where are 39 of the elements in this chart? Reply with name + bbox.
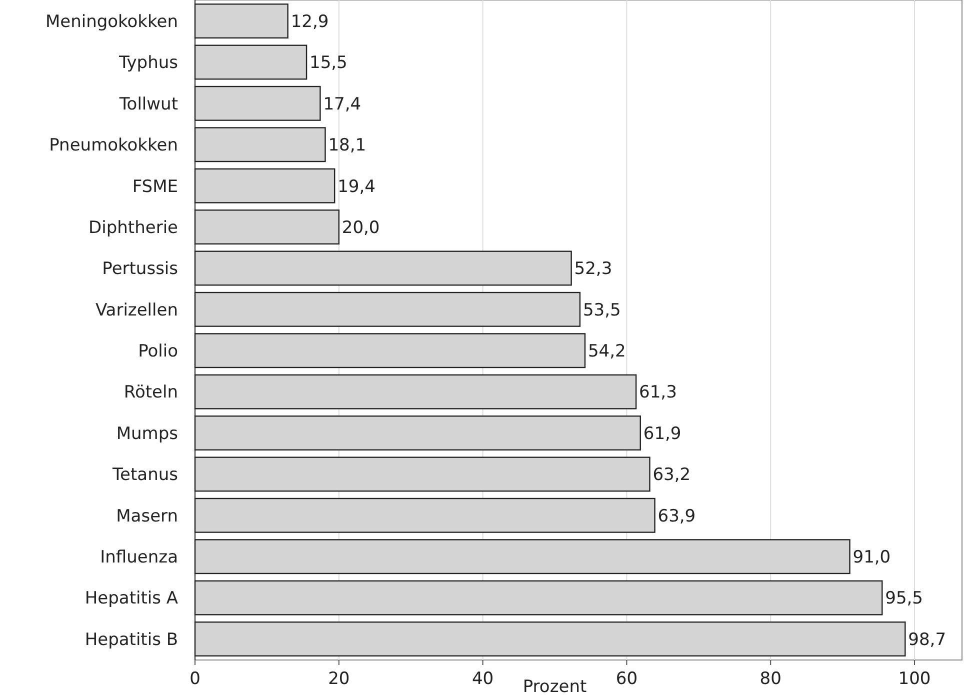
data-label: 17,4 xyxy=(323,94,362,114)
y-tick-label: Röteln xyxy=(124,382,178,403)
data-label: 18,1 xyxy=(328,136,366,156)
data-label: 61,9 xyxy=(643,424,682,444)
data-label: 63,9 xyxy=(658,506,696,526)
y-tick-label: Pneumokokken xyxy=(49,136,178,156)
y-tick-label: Hepatitis B xyxy=(84,630,178,650)
data-label: 54,2 xyxy=(588,342,626,362)
x-tick-label: 80 xyxy=(760,669,782,689)
y-tick-label: Typhus xyxy=(118,53,178,74)
y-tick-label: Varizellen xyxy=(95,300,178,320)
y-tick-label: Meningokokken xyxy=(45,12,178,32)
x-axis-title: Prozent xyxy=(522,677,587,695)
x-tick-label: 0 xyxy=(190,669,200,689)
data-label: 61,3 xyxy=(639,382,677,403)
data-label: 52,3 xyxy=(574,259,612,280)
data-label: 20,0 xyxy=(342,218,380,238)
y-tick-label: Tetanus xyxy=(112,465,178,486)
y-tick-label: Diphtherie xyxy=(88,218,178,238)
data-label: 12,9 xyxy=(290,12,329,32)
x-tick-label: 60 xyxy=(616,669,638,689)
data-label: 95,5 xyxy=(885,588,923,609)
x-tick-label: 40 xyxy=(472,669,494,689)
data-label: 19,4 xyxy=(338,176,376,197)
y-tick-label: FSME xyxy=(132,176,178,197)
x-tick-label: 100 xyxy=(898,669,931,689)
data-label: 63,2 xyxy=(652,465,691,486)
data-label: 98,7 xyxy=(908,630,946,650)
data-label: 53,5 xyxy=(582,300,621,320)
y-tick-label: Hepatitis A xyxy=(84,588,178,609)
data-label: 15,5 xyxy=(310,53,348,74)
y-tick-label: Influenza xyxy=(100,548,178,568)
x-tick-label: 20 xyxy=(328,669,350,689)
data-label: 91,0 xyxy=(852,548,891,568)
y-tick-label: Mumps xyxy=(116,424,178,444)
y-tick-label: Tollwut xyxy=(118,94,178,114)
y-tick-label: Polio xyxy=(138,342,178,362)
y-tick-label: Pertussis xyxy=(102,259,178,280)
y-tick-label: Masern xyxy=(116,506,178,526)
